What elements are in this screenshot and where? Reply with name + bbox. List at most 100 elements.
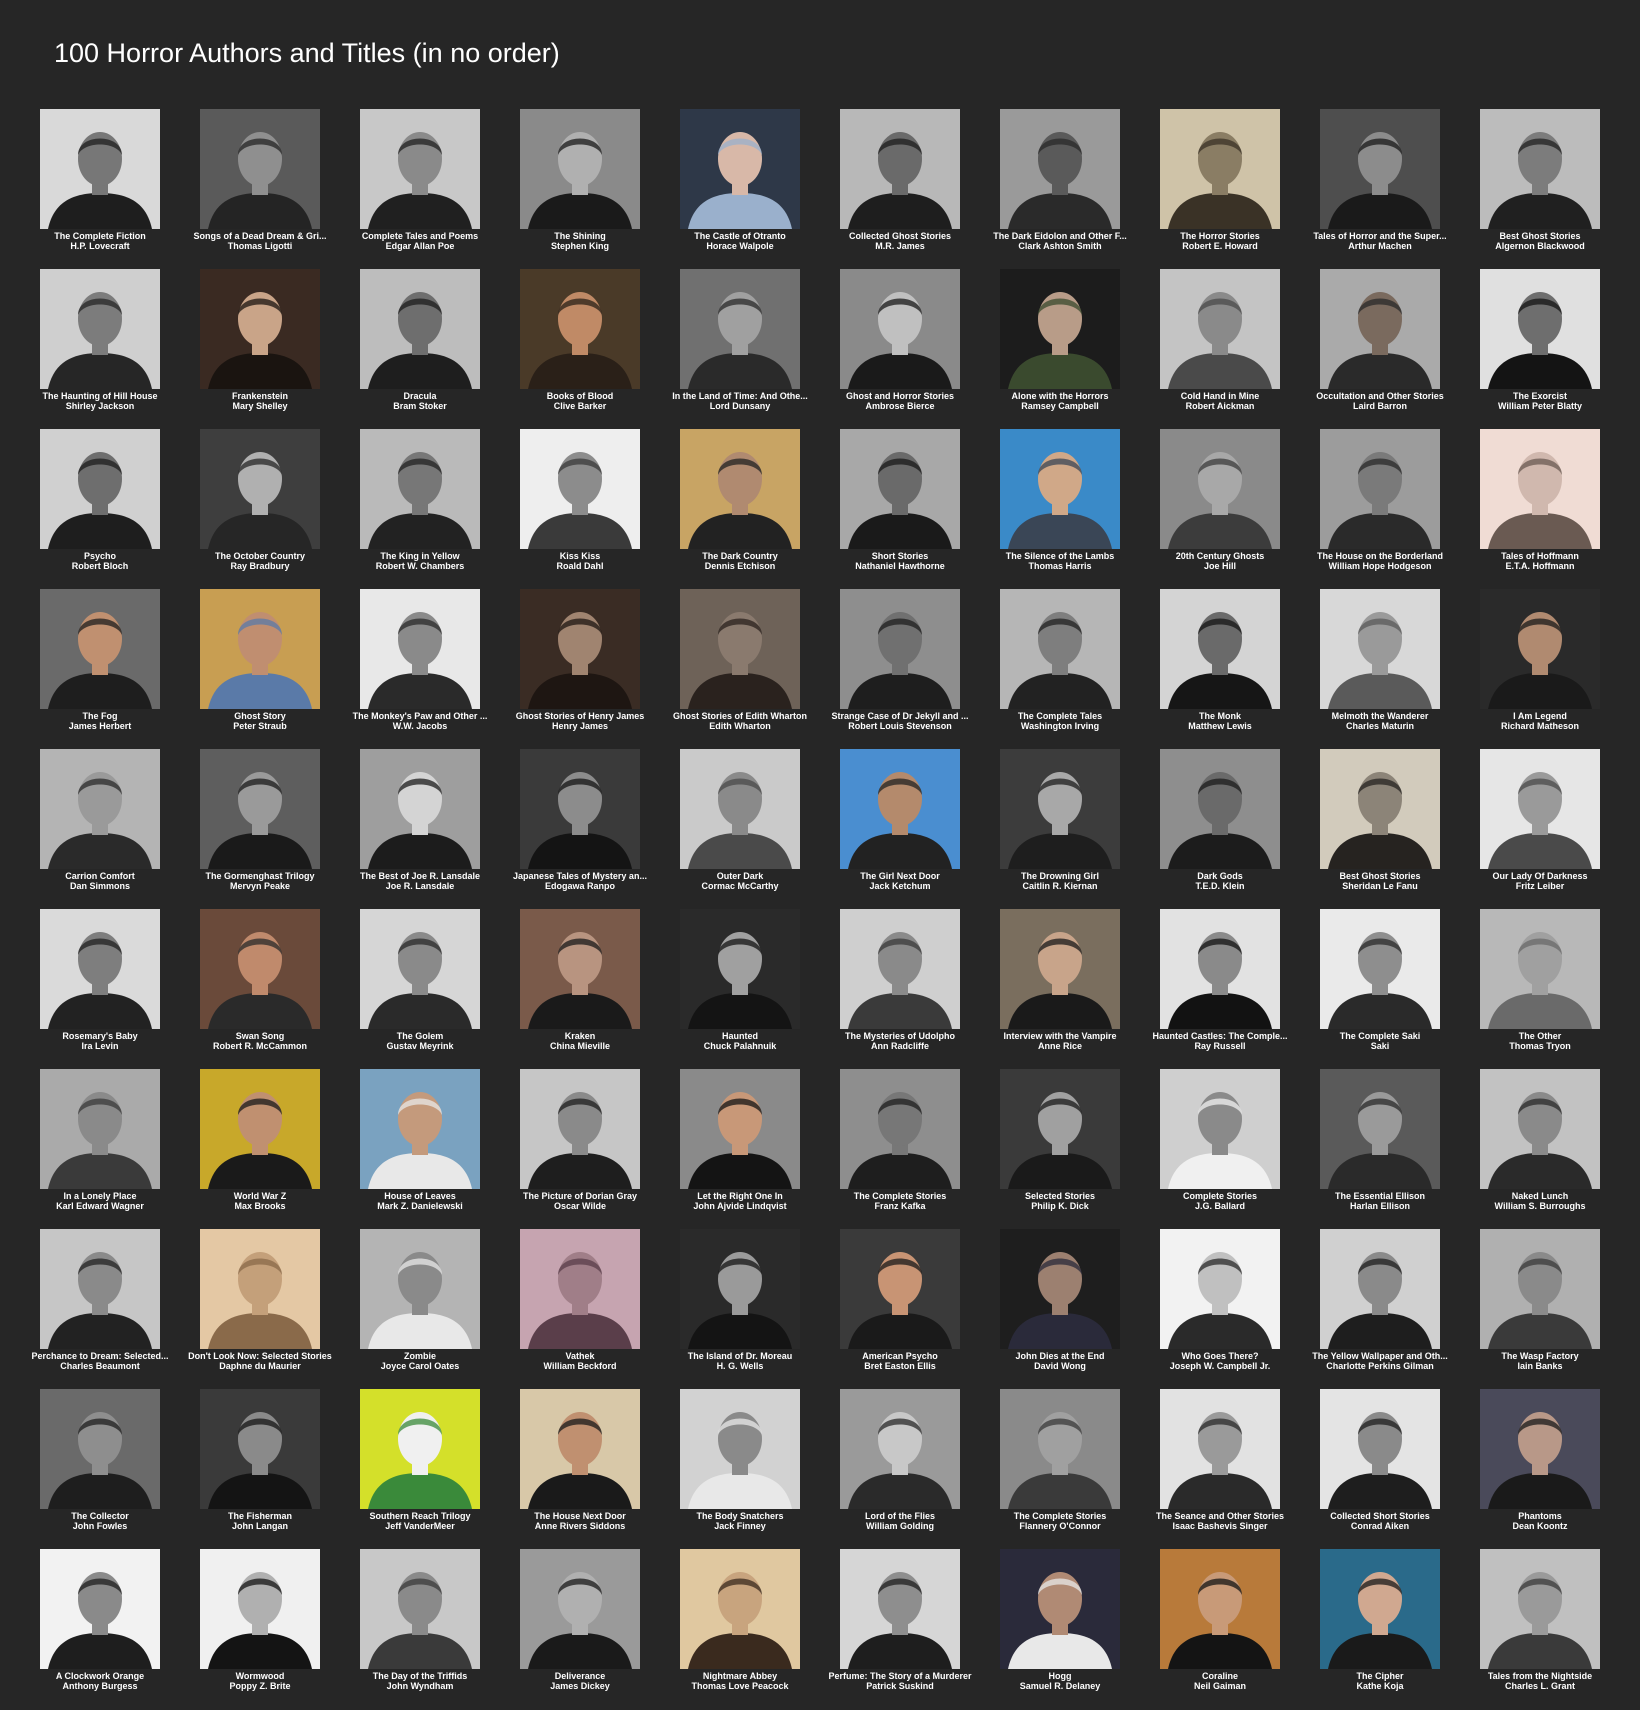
- author-tile[interactable]: In a Lonely Place Karl Edward Wagner: [20, 1069, 180, 1229]
- author-tile[interactable]: The Girl Next Door Jack Ketchum: [820, 749, 980, 909]
- author-tile[interactable]: Naked Lunch William S. Burroughs: [1460, 1069, 1620, 1229]
- author-portrait-icon[interactable]: [1160, 1549, 1280, 1669]
- author-tile[interactable]: Southern Reach Trilogy Jeff VanderMeer: [340, 1389, 500, 1549]
- author-portrait-icon[interactable]: [40, 1229, 160, 1349]
- author-tile[interactable]: The October Country Ray Bradbury: [180, 429, 340, 589]
- author-tile[interactable]: Perchance to Dream: Selected... Charles B…: [20, 1229, 180, 1389]
- author-tile[interactable]: The Shining Stephen King: [500, 109, 660, 269]
- author-tile[interactable]: The Silence of the Lambs Thomas Harris: [980, 429, 1140, 589]
- author-portrait-icon[interactable]: [1480, 429, 1600, 549]
- author-portrait-icon[interactable]: [680, 749, 800, 869]
- author-tile[interactable]: The Monkey's Paw and Other ... W.W. Jacob…: [340, 589, 500, 749]
- author-portrait-icon[interactable]: [680, 269, 800, 389]
- author-tile[interactable]: The Gormenghast Trilogy Mervyn Peake: [180, 749, 340, 909]
- author-portrait-icon[interactable]: [840, 1069, 960, 1189]
- author-tile[interactable]: The Fog James Herbert: [20, 589, 180, 749]
- author-tile[interactable]: Ghost and Horror Stories Ambrose Bierce: [820, 269, 980, 429]
- author-portrait-icon[interactable]: [1000, 1229, 1120, 1349]
- author-portrait-icon[interactable]: [520, 909, 640, 1029]
- author-portrait-icon[interactable]: [40, 749, 160, 869]
- author-tile[interactable]: The Island of Dr. Moreau H. G. Wells: [660, 1229, 820, 1389]
- author-tile[interactable]: Outer Dark Cormac McCarthy: [660, 749, 820, 909]
- author-tile[interactable]: Alone with the Horrors Ramsey Campbell: [980, 269, 1140, 429]
- author-portrait-icon[interactable]: [1320, 1229, 1440, 1349]
- author-portrait-icon[interactable]: [1480, 1069, 1600, 1189]
- author-portrait-icon[interactable]: [840, 909, 960, 1029]
- author-tile[interactable]: The Day of the Triffids John Wyndham: [340, 1549, 500, 1709]
- author-tile[interactable]: Books of Blood Clive Barker: [500, 269, 660, 429]
- author-tile[interactable]: The Monk Matthew Lewis: [1140, 589, 1300, 749]
- author-tile[interactable]: Psycho Robert Bloch: [20, 429, 180, 589]
- author-portrait-icon[interactable]: [1480, 1389, 1600, 1509]
- author-tile[interactable]: Kraken China Mieville: [500, 909, 660, 1069]
- author-portrait-icon[interactable]: [520, 1549, 640, 1669]
- author-portrait-icon[interactable]: [1480, 1549, 1600, 1669]
- author-tile[interactable]: The Haunting of Hill House Shirley Jackso…: [20, 269, 180, 429]
- author-tile[interactable]: The Complete Stories Flannery O'Connor: [980, 1389, 1140, 1549]
- author-tile[interactable]: Deliverance James Dickey: [500, 1549, 660, 1709]
- author-tile[interactable]: Who Goes There? Joseph W. Campbell Jr.: [1140, 1229, 1300, 1389]
- author-tile[interactable]: Ghost Story Peter Straub: [180, 589, 340, 749]
- author-portrait-icon[interactable]: [360, 1229, 480, 1349]
- author-portrait-icon[interactable]: [360, 429, 480, 549]
- author-tile[interactable]: Best Ghost Stories Algernon Blackwood: [1460, 109, 1620, 269]
- author-portrait-icon[interactable]: [1320, 1549, 1440, 1669]
- author-portrait-icon[interactable]: [360, 1549, 480, 1669]
- author-portrait-icon[interactable]: [1480, 749, 1600, 869]
- author-tile[interactable]: The Fisherman John Langan: [180, 1389, 340, 1549]
- author-portrait-icon[interactable]: [1160, 1389, 1280, 1509]
- author-portrait-icon[interactable]: [520, 429, 640, 549]
- author-tile[interactable]: The King in Yellow Robert W. Chambers: [340, 429, 500, 589]
- author-portrait-icon[interactable]: [40, 589, 160, 709]
- author-portrait-icon[interactable]: [1160, 1069, 1280, 1189]
- author-tile[interactable]: The Cipher Kathe Koja: [1300, 1549, 1460, 1709]
- author-tile[interactable]: The Golem Gustav Meyrink: [340, 909, 500, 1069]
- author-portrait-icon[interactable]: [520, 589, 640, 709]
- author-portrait-icon[interactable]: [40, 109, 160, 229]
- author-portrait-icon[interactable]: [1320, 1389, 1440, 1509]
- author-portrait-icon[interactable]: [200, 1229, 320, 1349]
- author-portrait-icon[interactable]: [680, 1069, 800, 1189]
- author-portrait-icon[interactable]: [520, 749, 640, 869]
- author-portrait-icon[interactable]: [680, 429, 800, 549]
- author-portrait-icon[interactable]: [520, 109, 640, 229]
- author-tile[interactable]: The Complete Tales Washington Irving: [980, 589, 1140, 749]
- author-portrait-icon[interactable]: [40, 1389, 160, 1509]
- author-tile[interactable]: Cold Hand in Mine Robert Aickman: [1140, 269, 1300, 429]
- author-tile[interactable]: Dracula Bram Stoker: [340, 269, 500, 429]
- author-tile[interactable]: The Other Thomas Tryon: [1460, 909, 1620, 1069]
- author-portrait-icon[interactable]: [680, 1229, 800, 1349]
- author-portrait-icon[interactable]: [200, 909, 320, 1029]
- author-portrait-icon[interactable]: [520, 1389, 640, 1509]
- author-tile[interactable]: Kiss Kiss Roald Dahl: [500, 429, 660, 589]
- author-tile[interactable]: Don't Look Now: Selected Stories Daphne d…: [180, 1229, 340, 1389]
- author-tile[interactable]: Vathek William Beckford: [500, 1229, 660, 1389]
- author-portrait-icon[interactable]: [1000, 1069, 1120, 1189]
- author-tile[interactable]: Carrion Comfort Dan Simmons: [20, 749, 180, 909]
- author-portrait-icon[interactable]: [360, 109, 480, 229]
- author-portrait-icon[interactable]: [1480, 1229, 1600, 1349]
- author-tile[interactable]: 20th Century Ghosts Joe Hill: [1140, 429, 1300, 589]
- author-portrait-icon[interactable]: [40, 1549, 160, 1669]
- author-tile[interactable]: Tales from the Nightside Charles L. Grant: [1460, 1549, 1620, 1709]
- author-tile[interactable]: The Seance and Other Stories Isaac Bashev…: [1140, 1389, 1300, 1549]
- author-tile[interactable]: The Wasp Factory Iain Banks: [1460, 1229, 1620, 1389]
- author-portrait-icon[interactable]: [1000, 589, 1120, 709]
- author-tile[interactable]: Strange Case of Dr Jekyll and ... Robert …: [820, 589, 980, 749]
- author-portrait-icon[interactable]: [360, 269, 480, 389]
- author-portrait-icon[interactable]: [680, 1389, 800, 1509]
- author-portrait-icon[interactable]: [1000, 269, 1120, 389]
- author-portrait-icon[interactable]: [520, 269, 640, 389]
- author-tile[interactable]: Ghost Stories of Edith Wharton Edith Whar…: [660, 589, 820, 749]
- author-tile[interactable]: The Body Snatchers Jack Finney: [660, 1389, 820, 1549]
- author-tile[interactable]: A Clockwork Orange Anthony Burgess: [20, 1549, 180, 1709]
- author-tile[interactable]: Best Ghost Stories Sheridan Le Fanu: [1300, 749, 1460, 909]
- author-tile[interactable]: The Horror Stories Robert E. Howard: [1140, 109, 1300, 269]
- author-tile[interactable]: Rosemary's Baby Ira Levin: [20, 909, 180, 1069]
- author-portrait-icon[interactable]: [360, 589, 480, 709]
- author-portrait-icon[interactable]: [1480, 269, 1600, 389]
- author-tile[interactable]: Ghost Stories of Henry James Henry James: [500, 589, 660, 749]
- author-tile[interactable]: Zombie Joyce Carol Oates: [340, 1229, 500, 1389]
- author-portrait-icon[interactable]: [1000, 749, 1120, 869]
- author-tile[interactable]: The Yellow Wallpaper and Oth... Charlotte…: [1300, 1229, 1460, 1389]
